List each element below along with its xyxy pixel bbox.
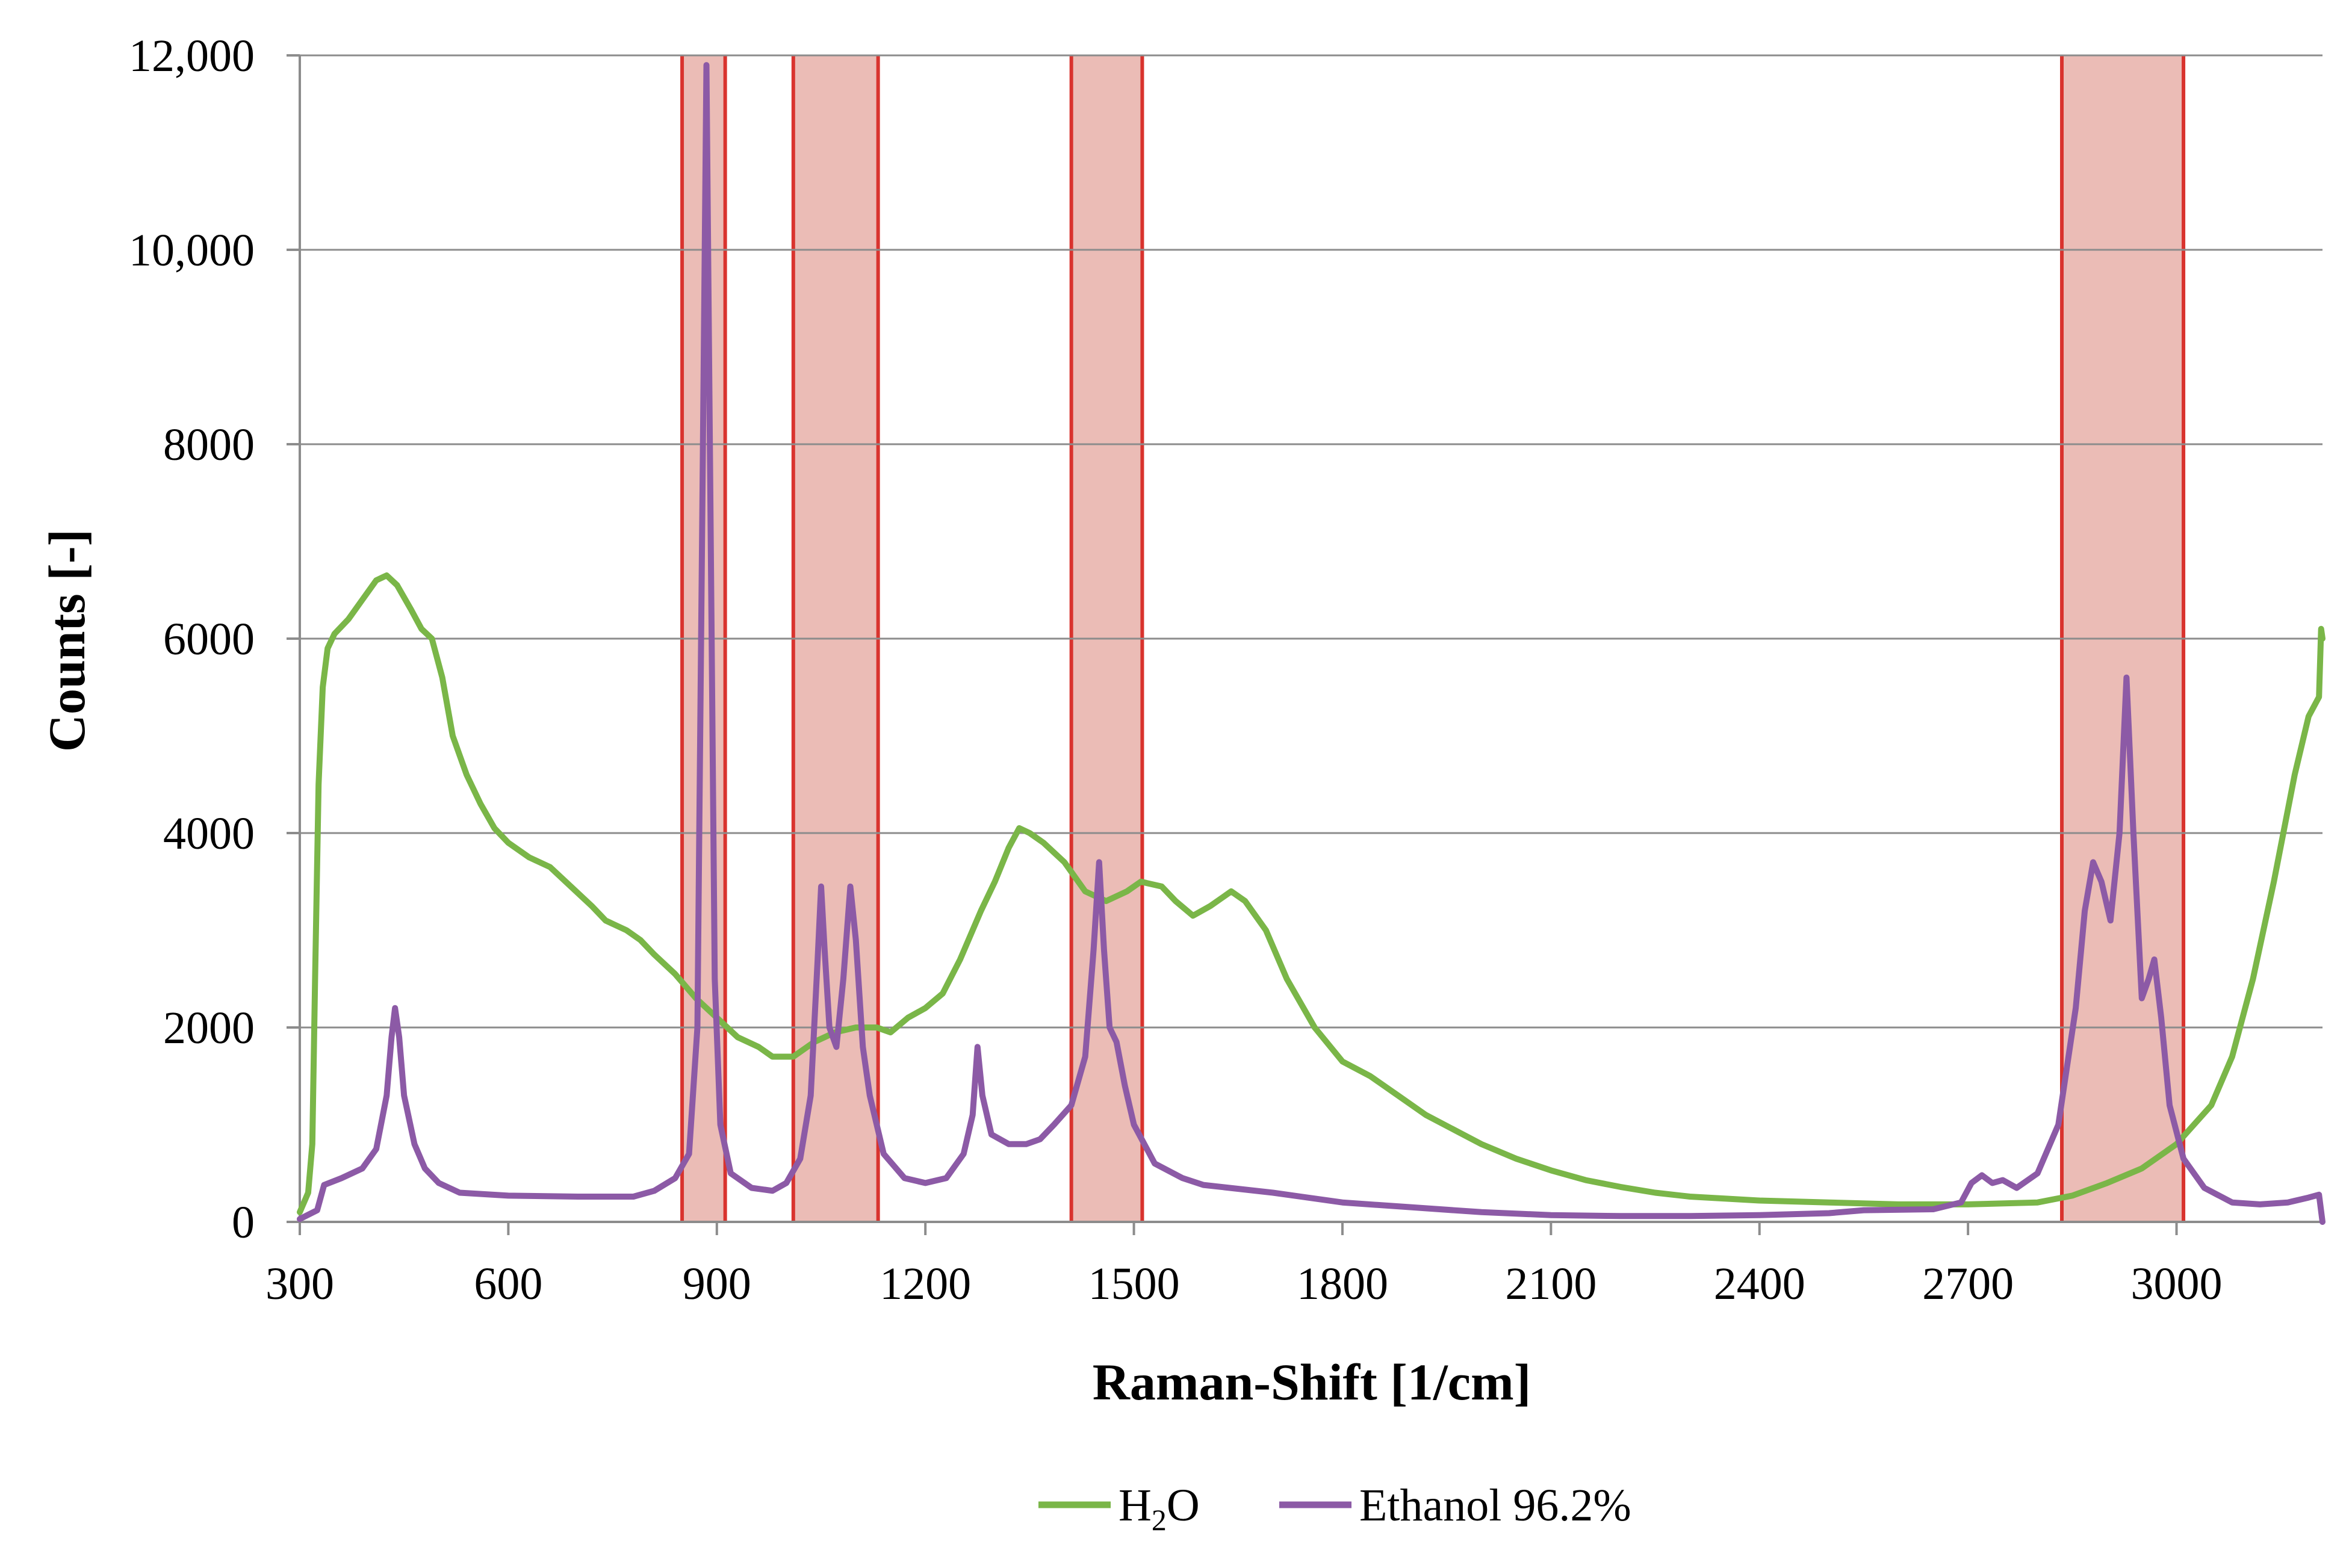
x-tick-label-8: 2700 (1922, 1259, 2014, 1309)
y-tick-label-1: 2000 (163, 1003, 255, 1053)
x-tick-label-6: 2100 (1505, 1259, 1596, 1309)
y-tick-label-4: 8000 (163, 420, 255, 470)
x-tick-label-1: 600 (474, 1259, 542, 1309)
x-tick-label-4: 1500 (1088, 1259, 1180, 1309)
x-tick-label-0: 300 (265, 1259, 334, 1309)
x-tick-label-9: 3000 (2131, 1259, 2223, 1309)
tick-labels: 300 600 900 1200 1500 1800 2100 2400 2700 3000 0 20… (129, 31, 2223, 1309)
x-tick-label-7: 2400 (1714, 1259, 1805, 1309)
x-tick-label-3: 1200 (880, 1259, 971, 1309)
legend-label-ethanol: Ethanol 96.2% (1359, 1480, 1631, 1531)
y-tick-label-6: 12,000 (129, 31, 255, 81)
y-tick-label-2: 4000 (163, 808, 255, 859)
legend: H2O Ethanol 96.2% (1038, 1480, 1631, 1537)
x-axis-title: Raman-Shift [1/cm] (1093, 1353, 1531, 1411)
series-line-h2o (297, 572, 2326, 1215)
series-lines (297, 62, 2326, 1225)
y-tick-label-0: 0 (232, 1197, 255, 1248)
gridlines (300, 54, 2323, 1029)
legend-label-h2o: H2O (1119, 1480, 1200, 1537)
x-tick-label-5: 1800 (1297, 1259, 1388, 1309)
y-tick-label-3: 6000 (163, 614, 255, 665)
axes (287, 54, 2323, 1235)
y-tick-label-5: 10,000 (129, 225, 255, 276)
series-line-ethanol (297, 62, 2326, 1225)
x-tick-label-2: 900 (683, 1259, 751, 1309)
y-axis-title: Counts [-] (38, 529, 96, 752)
